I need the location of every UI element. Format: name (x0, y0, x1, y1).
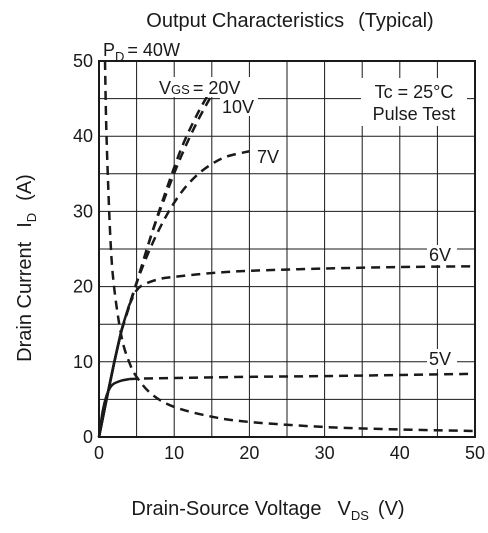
series-label-7v: 7V (257, 147, 279, 167)
label-background-5v (427, 349, 457, 369)
x-tick-label: 0 (94, 443, 104, 463)
label-background-vgs20 (157, 77, 257, 97)
chart-title: Output Characteristics (Typical) (146, 10, 433, 32)
plot-frame (98, 60, 476, 438)
x-tick-label: 20 (239, 443, 259, 463)
series-label-6v: 6V (429, 245, 451, 265)
conditions-background (361, 78, 467, 126)
grid (99, 61, 475, 437)
series-label-5v: 5V (429, 349, 451, 369)
x-tick-label: 10 (164, 443, 184, 463)
y-tick-label: 10 (73, 352, 93, 372)
x-axis-label: Drain-Source Voltage VDS (V) (131, 498, 404, 523)
x-tick-label: 50 (465, 443, 485, 463)
series-line-dashed-6v (127, 265, 476, 306)
x-tick-label: 40 (390, 443, 410, 463)
x-tick-label: 30 (315, 443, 335, 463)
series-line-solid-6v (97, 305, 131, 438)
series-label-vgs20: VGS = 20V (159, 78, 240, 98)
condition-pulse-test: Pulse Test (373, 104, 456, 124)
y-tick-labels: 0 10 20 30 40 50 (73, 51, 93, 447)
condition-temperature: Tc = 25°C (375, 82, 454, 102)
label-background-6v (427, 245, 457, 265)
power-label: PD = 40W (103, 40, 180, 64)
series-lines (97, 60, 476, 438)
series-line-dashed-7v (120, 150, 250, 331)
series-line-dashed-10v (120, 94, 210, 331)
series-line-dashed-v-gs-20v (120, 94, 213, 331)
y-tick-label: 0 (83, 427, 93, 447)
y-tick-label: 40 (73, 126, 93, 146)
label-background-7v (255, 147, 285, 167)
series-line-dashed-5v (128, 372, 476, 381)
x-tick-labels: 0 10 20 30 40 50 (94, 443, 485, 463)
label-background-10v (220, 96, 258, 116)
y-tick-label: 20 (73, 277, 93, 297)
y-tick-label: 50 (73, 51, 93, 71)
y-tick-label: 30 (73, 201, 93, 221)
series-line-solid-5v (97, 377, 130, 438)
series-line-p-d-40w (103, 60, 476, 433)
series-label-10v: 10V (222, 97, 254, 117)
series-labels: VGS = 20V 10V 7V 6V 5V (157, 77, 457, 369)
y-axis-label: Drain CurrentID(A) (14, 174, 39, 362)
